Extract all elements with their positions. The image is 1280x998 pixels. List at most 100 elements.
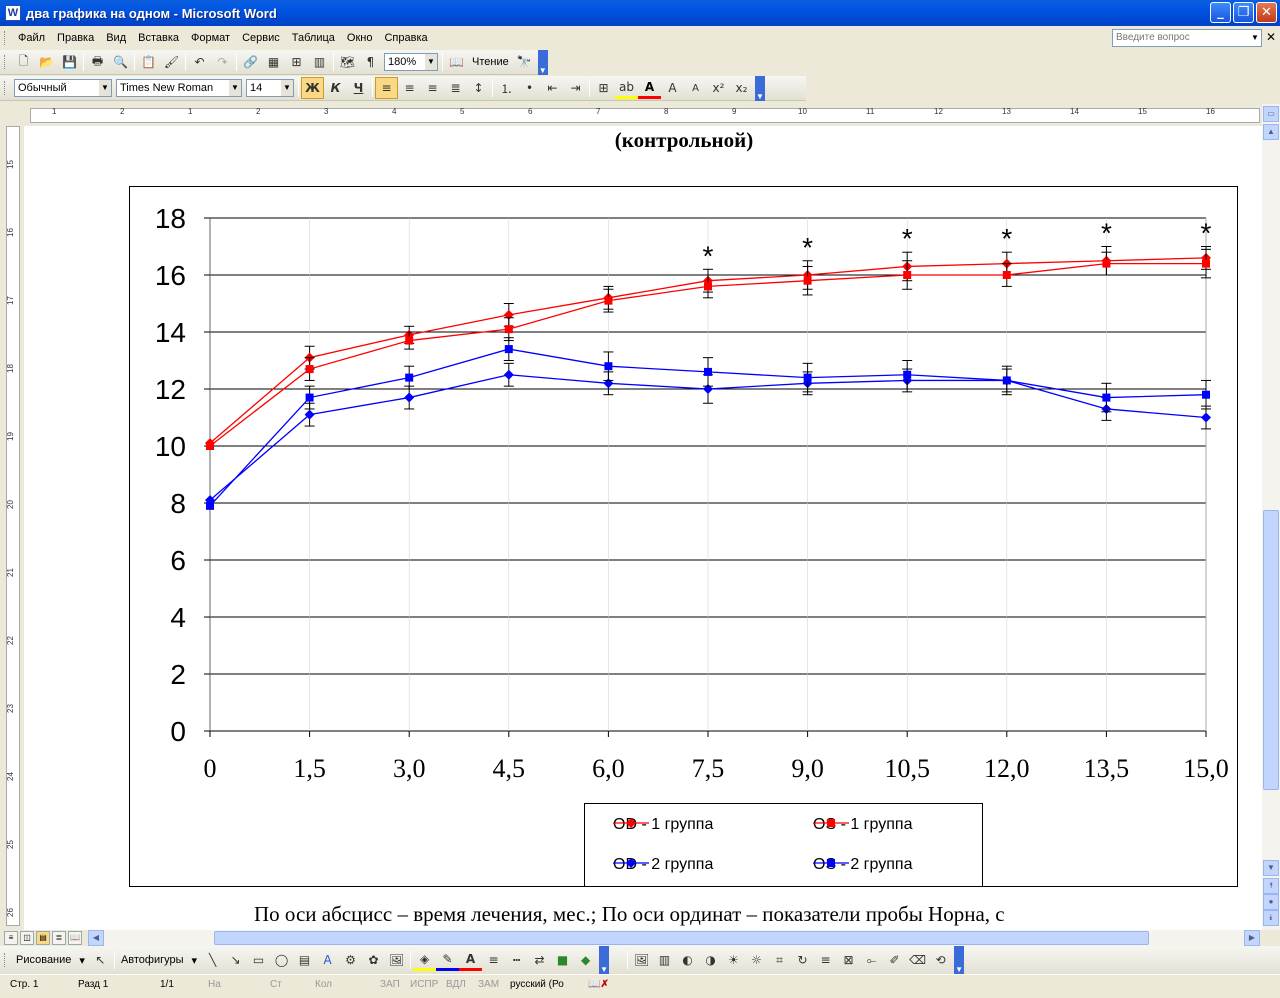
horizontal-scrollbar[interactable]: ◀ ▶ [88,930,1260,946]
reset-picture-icon[interactable]: ⟲ [935,953,946,967]
font-color-icon[interactable]: A [638,77,661,99]
paste-icon[interactable]: 📋 [141,55,156,69]
document-page[interactable]: (контрольной) 0 2 4 6 8 10 12 14 16 18 0 1,5 3,0 4,5 6… [24,126,1262,930]
fill-color-icon[interactable]: ◈ [413,949,437,971]
maximize-button[interactable]: ❐ [1233,2,1254,23]
underline-button[interactable]: Ч [353,81,364,95]
undo-icon[interactable]: ↶ [194,55,205,69]
document-close-icon[interactable]: ✕ [1265,30,1276,44]
menu-insert[interactable]: Вставка [138,32,180,44]
italic-button[interactable]: К [330,81,341,95]
oval-icon[interactable]: ◯ [274,953,289,967]
open-folder-icon[interactable]: 📂 [39,55,54,69]
insert-table-icon[interactable]: ⊞ [291,55,302,69]
dash-style-icon[interactable]: ┅ [512,953,521,967]
research-icon[interactable]: 🔭 [516,55,532,69]
toolbar-grip[interactable] [4,953,7,967]
superscript-icon[interactable]: x² [712,81,725,95]
toolbar-options-icon[interactable]: ▼ [954,946,965,974]
menu-table[interactable]: Таблица [291,32,335,44]
rotate-icon[interactable]: ↻ [797,953,808,967]
line-style-icon[interactable]: ≡ [488,953,499,967]
menu-file[interactable]: Файл [18,32,46,44]
align-left-icon[interactable]: ≡ [375,77,398,99]
tables-borders-icon[interactable]: ▦ [267,55,280,69]
subscript-icon[interactable]: x₂ [735,81,748,95]
shrink-font-icon[interactable]: A [692,82,699,94]
arrow-style-icon[interactable]: ⇄ [534,953,545,967]
bullets-icon[interactable]: • [525,81,534,95]
select-objects-icon[interactable]: ↖ [95,953,106,967]
minimize-button[interactable]: _ [1210,2,1231,23]
menu-tools[interactable]: Сервис [242,32,280,44]
text-wrap-icon[interactable]: ⟜ [866,952,877,967]
toolbar-options-icon[interactable]: ▼ [755,75,765,101]
font-color-icon[interactable]: A [459,949,483,971]
scroll-left-icon[interactable]: ◀ [88,930,104,946]
menu-help[interactable]: Справка [384,32,428,44]
style-select[interactable]: Обычный ▼ [14,79,112,97]
font-select[interactable]: Times New Roman ▼ [116,79,242,97]
decrease-indent-icon[interactable]: ⇤ [547,81,558,95]
shadow-style-icon[interactable]: ■ [556,953,569,967]
picture-color-icon[interactable]: ▥ [658,953,671,967]
crop-icon[interactable]: ⌗ [776,952,783,967]
wordart-icon[interactable]: A [323,953,332,967]
autoshapes-menu-button[interactable]: Автофигуры [120,954,184,966]
ruler-toggle-icon[interactable]: ▭ [1263,106,1279,122]
browse-object-icon[interactable]: ● [1263,894,1279,910]
chevron-down-icon[interactable]: ▼ [99,80,111,96]
borders-icon[interactable]: ⊞ [598,81,609,95]
horizontal-ruler[interactable]: 1 2 1 2 3 4 5 6 7 8 9 10 11 12 13 14 15 … [0,104,1280,126]
picture-insert-icon[interactable]: 🖼 [633,953,650,967]
outline-view-icon[interactable]: ≣ [52,931,66,945]
menu-window[interactable]: Окно [346,32,373,44]
status-language[interactable]: русский (Ро [510,979,564,990]
scroll-thumb[interactable] [1263,510,1279,790]
vertical-scrollbar[interactable]: ▭ ▲ ▼ ⯭ ● ⯯ [1262,104,1280,930]
chevron-down-icon[interactable]: ▼ [229,80,241,96]
vertical-ruler[interactable]: 15 16 17 18 19 20 21 22 23 24 25 26 [0,126,24,930]
align-center-icon[interactable]: ≡ [404,81,415,95]
toolbar-options-icon[interactable]: ▼ [537,49,548,75]
diagram-icon[interactable]: ⚙ [345,953,356,967]
print-preview-icon[interactable]: 🔍 [113,55,128,69]
line-color-icon[interactable]: ✎ [436,949,460,971]
save-icon[interactable]: 💾 [62,55,77,69]
compress-icon[interactable]: ⊠ [843,953,854,967]
print-icon[interactable]: 🖶 [91,53,104,68]
chart[interactable]: 0 2 4 6 8 10 12 14 16 18 0 1,5 3,0 4,5 6,0 7,5 9,0 10,5 12… [129,186,1238,887]
chevron-down-icon[interactable]: ▼ [281,80,293,96]
highlight-icon[interactable]: ab [615,77,638,99]
more-brightness-icon[interactable]: ☀ [728,953,739,967]
chevron-down-icon[interactable]: ▾ [191,954,198,967]
line-spacing-icon[interactable]: ↕ [473,81,484,95]
document-map-icon[interactable]: 🗺 [339,55,356,69]
web-view-icon[interactable]: ◫ [20,931,34,945]
help-search-input[interactable]: Введите вопрос ▼ [1112,29,1262,47]
chevron-down-icon[interactable]: ▾ [79,954,85,967]
reading-view-icon[interactable]: 📖 [68,931,82,945]
insert-hyperlink-icon[interactable]: 🔗 [243,55,258,69]
next-page-icon[interactable]: ⯯ [1263,910,1279,926]
reading-layout-icon[interactable]: 📖 [449,55,464,69]
toolbar-grip[interactable] [4,55,7,69]
3d-style-icon[interactable]: ◆ [580,953,591,967]
insert-picture-icon[interactable]: 🖼 [388,953,405,967]
align-right-icon[interactable]: ≡ [427,81,438,95]
menu-format[interactable]: Формат [191,32,231,44]
more-contrast-icon[interactable]: ◐ [682,953,693,967]
justify-icon[interactable]: ≣ [450,81,461,95]
zoom-select[interactable]: 180% ▼ [384,53,438,71]
format-picture-icon[interactable]: ✐ [889,953,900,967]
arrow-icon[interactable]: ↘ [230,953,241,967]
line-style-picture-icon[interactable]: ≡ [820,953,831,967]
drawing-menu-button[interactable]: Рисование [16,954,72,966]
columns-icon[interactable]: ▥ [313,55,326,69]
numbering-icon[interactable]: ⒈ [500,81,513,96]
format-painter-icon[interactable]: 🖌 [163,55,180,69]
scroll-down-icon[interactable]: ▼ [1263,860,1279,876]
spelling-status-icon[interactable]: 📖✗ [588,979,609,990]
less-brightness-icon[interactable]: ☼ [751,953,762,967]
scroll-right-icon[interactable]: ▶ [1244,930,1260,946]
